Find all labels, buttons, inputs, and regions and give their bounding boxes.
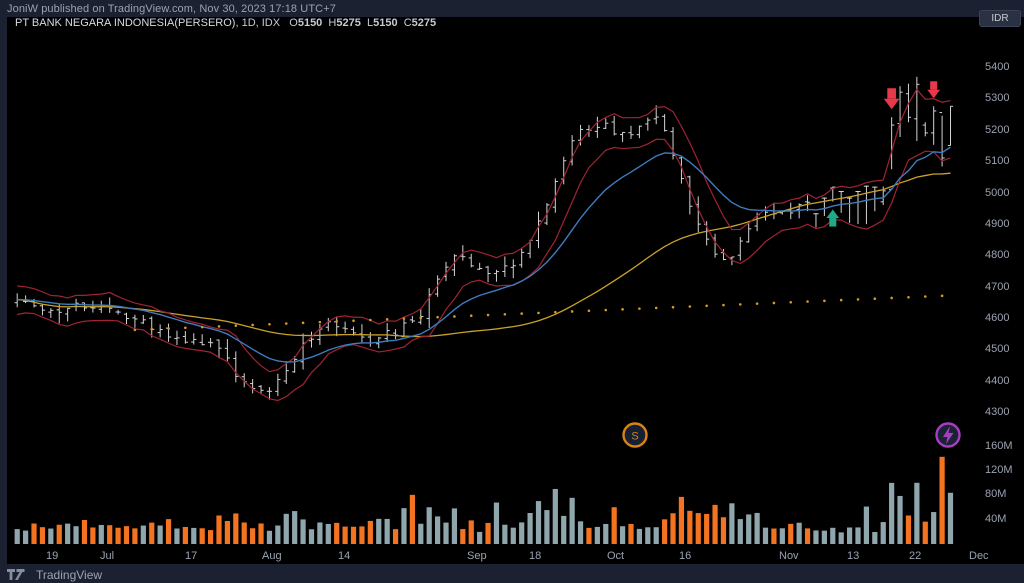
- svg-text:S: S: [631, 431, 638, 443]
